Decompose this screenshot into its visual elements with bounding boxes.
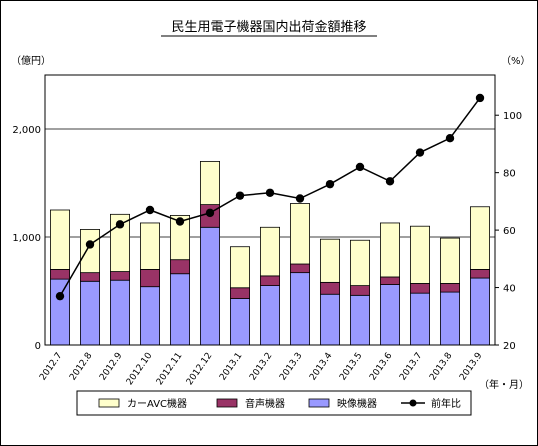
legend-marker: [409, 399, 417, 407]
bar-segment: [110, 279, 131, 346]
bar-segment: [229, 298, 250, 346]
line-point: [235, 191, 245, 200]
bar-segment: [139, 286, 160, 346]
x-tick-label: 2013.3: [278, 351, 304, 383]
bar-segment: [80, 229, 101, 274]
bar-segment: [409, 283, 430, 294]
line-point: [415, 148, 425, 157]
line-point: [265, 188, 275, 197]
bar-segment: [319, 238, 340, 283]
x-tick-label: 2013.1: [218, 351, 244, 383]
left-axis-unit: （億円）: [11, 54, 51, 67]
bar-segment: [319, 281, 340, 295]
legend-swatch: [98, 398, 120, 408]
legend-swatch: [308, 398, 330, 408]
bar-segment: [50, 278, 71, 346]
bar-segment: [409, 225, 430, 284]
x-tick-label: 2012.7: [38, 351, 64, 383]
bar-segment: [469, 277, 490, 346]
bar-segment: [289, 203, 310, 265]
bar-segment: [259, 275, 280, 287]
x-tick-label: 2013.6: [368, 351, 394, 383]
left-tick-label: 0: [35, 341, 41, 352]
legend-label: 前年比: [431, 397, 461, 410]
left-tick-label: 2,000: [12, 125, 41, 136]
plot-area: 0 1,000 2,000 20 40 60 80 100 2012.7 2012.8 2012.9…: [12, 74, 522, 387]
bar-segment: [259, 226, 280, 277]
x-tick-label: 2013.8: [428, 351, 454, 383]
bar-segment: [229, 246, 250, 289]
legend-label: 映像機器: [337, 397, 377, 410]
bar-segment: [259, 285, 280, 346]
line-point: [55, 291, 65, 301]
line-point: [385, 177, 395, 186]
line-point: [295, 194, 305, 203]
bar-segment: [319, 293, 340, 346]
bar-segment: [169, 259, 190, 275]
line-point: [355, 162, 365, 172]
bar-segment: [289, 272, 310, 346]
bar-segment: [139, 268, 160, 288]
legend-label: 音声機器: [245, 397, 285, 410]
x-tick-label: 2012.10: [125, 351, 155, 387]
bar-segment: [110, 271, 131, 281]
bar-segment: [139, 222, 160, 270]
right-tick-label: 40: [503, 284, 516, 295]
line-point: [205, 208, 215, 218]
bar-segment: [80, 272, 101, 282]
bar-segment: [169, 214, 190, 261]
line-point: [145, 205, 155, 215]
bar-segment: [349, 294, 370, 346]
bar-segment: [439, 283, 460, 293]
x-tick-label: 2012.8: [68, 351, 94, 383]
legend: カーAVC機器 音声機器 映像機器 前年比: [76, 390, 472, 416]
left-tick-label: 1,000: [12, 233, 41, 244]
line-point: [445, 133, 455, 143]
x-tick-label: 2013.4: [308, 351, 334, 383]
bar-segment: [439, 237, 460, 284]
bar-segment: [199, 160, 220, 205]
plot-border: [44, 74, 496, 346]
bar-segment: [469, 206, 490, 270]
right-tick-label: 60: [503, 226, 516, 237]
x-axis-unit: （年・月）: [479, 378, 529, 391]
line-point: [175, 217, 185, 226]
line-point: [475, 93, 485, 103]
bar-segment: [289, 263, 310, 274]
bar-segment: [50, 209, 71, 270]
bar-segment: [469, 268, 490, 279]
line-point: [115, 220, 125, 229]
bar-segment: [379, 284, 400, 346]
right-tick-label: 80: [503, 169, 516, 180]
legend-label: カーAVC機器: [127, 397, 187, 410]
bar-segment: [229, 287, 250, 299]
right-tick-label: 20: [503, 341, 516, 352]
bar-segment: [199, 226, 220, 346]
line-point: [325, 179, 335, 189]
x-tick-label: 2012.9: [98, 351, 124, 383]
x-tick-label: 2013.2: [248, 351, 274, 383]
right-axis-unit: （%）: [501, 55, 531, 67]
bar-segment: [169, 273, 190, 346]
bar-segment: [439, 291, 460, 346]
legend-swatch: [216, 398, 238, 408]
x-tick-label: 2013.9: [458, 351, 484, 383]
bar-segment: [110, 213, 131, 272]
right-tick-label: 100: [503, 111, 522, 122]
bar-segment: [409, 292, 430, 346]
line-point: [85, 240, 95, 249]
bar-segment: [50, 268, 71, 280]
x-tick-label: 2012.11: [155, 351, 185, 387]
chart-title: 民生用電子機器国内出荷金額推移: [171, 19, 366, 35]
x-tick-label: 2013.7: [398, 351, 424, 383]
bar-segment: [349, 285, 370, 296]
bar-segment: [80, 280, 101, 346]
x-tick-label: 2012.12: [185, 351, 215, 387]
bar-segment: [379, 276, 400, 285]
x-tick-label: 2013.5: [338, 351, 364, 383]
bar-segment: [379, 222, 400, 278]
bar-segment: [349, 239, 370, 287]
